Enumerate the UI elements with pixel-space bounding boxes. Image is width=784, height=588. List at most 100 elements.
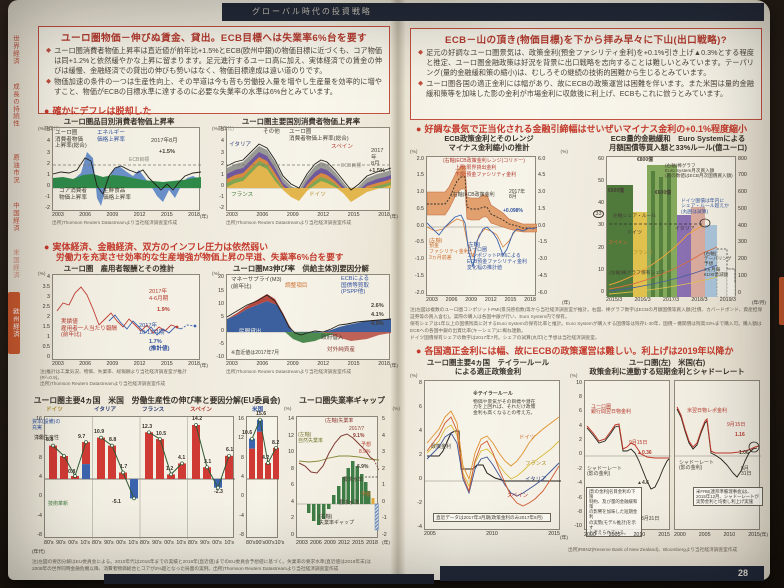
- series-label-france: フランス: [633, 249, 653, 256]
- sidetab-europe-active: 欧州経済: [779, 277, 784, 325]
- bar-value: 4.2: [262, 455, 270, 461]
- left-page-footnote: 注)左図の要因分解はEU委員会による。2010年代は2016年までの実績と201…: [32, 558, 398, 572]
- y-axis: 20 15 10 5 0 -5 -10: [216, 274, 224, 361]
- section-heading: ● 好調な景気で正当化される金融引締幅はせいぜいマイナス金利の+0.1%程度縮小: [416, 122, 747, 135]
- chart-shadow-rates: ユーロ圏(左) 米国(右) 政策金利に連動する短期金利とシャドーレート (%) …: [570, 358, 768, 538]
- compensation-line-chart: [56, 286, 197, 336]
- euro-shadow-rate-chart: [585, 422, 671, 490]
- date-label-end: 8月 31日: [741, 465, 752, 478]
- latest-note: ※直近値は2017年7月: [231, 350, 280, 357]
- bar-value: 15.6: [256, 411, 267, 417]
- corridor-upper-label: 上限:限界貸出金利: [455, 164, 497, 171]
- plot-area: 2017年 4-6月期 1.9% 実績値 雇用者一人当たり報酬 (前年比) 20…: [52, 274, 200, 361]
- us-shadow-rate-chart: [675, 406, 761, 478]
- diamond-bullet-icon: ◆: [46, 77, 52, 85]
- ecb-target-label: ECB目標: [129, 157, 150, 164]
- footnote-line: ドイツ国債保有シェアの数字は2017年7月。シェアの試算(丸印)と予想は当社経済…: [410, 335, 600, 341]
- taylor-rule-lines: [425, 409, 561, 507]
- bar-value: -5.1: [112, 499, 121, 505]
- x-axis: 2005 2010 2015: [424, 530, 560, 537]
- plot-area: ユーロ圏 消費者物価 上昇率(総合) エネルギー 価格上昇率 2017年8月 +…: [52, 127, 201, 212]
- series-label-germany: ドイツ: [309, 192, 326, 199]
- footnote-line: 保有シェアは1年以上の国債残高に対するEuro Systemの保有比率と推計。E…: [410, 321, 762, 334]
- axis-unit: (%): [570, 374, 578, 379]
- chart-title: ユーロ圏 雇用者報酬とその推計: [63, 264, 175, 273]
- sidetab-world-economy: 世界経済: [779, 45, 784, 79]
- date-label-end: 8月31日: [641, 515, 660, 522]
- share-lines-label: (左軸)線グラフ保有シェア: [609, 270, 665, 276]
- section-heading-text: 労働力を充実させ効率的な生産増強が物価上昇の早道、失業率6%台を要す: [56, 252, 344, 262]
- plot-area: (右軸)ECB政策金利レンジ(コリドー) 上限:限界貸出金利 下限:預金ファシリ…: [426, 155, 537, 296]
- series-label-repo: 米翌日物レポ金利: [687, 407, 728, 414]
- sidetab-growth: 成長の持続性: [12, 82, 19, 128]
- x-axis-unit: (年代): [32, 550, 45, 555]
- chart-title: ユーロ圏品目別消費者物価上昇率: [63, 117, 175, 126]
- series-label-energy: エネルギー 価格上昇率: [97, 130, 125, 143]
- sidetab-oil: 原油市況: [12, 154, 19, 184]
- x-axis-decades: 80's 90's 00's 10's: [188, 540, 234, 546]
- sidetab-china: 中国経済: [12, 202, 19, 232]
- date-label: 9月15日: [727, 421, 746, 428]
- y-axis-right: 6.0 4.5 3.0 1.5 0.0 -1.5 -3.0 -4.5 -6.0: [538, 155, 548, 296]
- series-label-m3: マネーサプライ(M3) (前年比): [231, 277, 282, 290]
- series-label-gap: (右軸) 失業率ギャップ: [319, 514, 355, 526]
- bar-value: 8.2: [272, 440, 280, 446]
- panel-label-us: 米国: [252, 407, 264, 413]
- bar-value: 10.6: [242, 430, 253, 436]
- chart-title-line1: ECB政策金利とそのレンジ: [444, 134, 534, 143]
- bar-value: 0.8: [68, 469, 76, 475]
- chart-cpi-by-item: ユーロ圏品目別消費者物価上昇率 (%前年比) 5 4 3 2 1 0 -1 -2 ユーロ圏 消…: [38, 117, 208, 226]
- panel-label-spain: スペイン: [190, 407, 212, 413]
- latest-date-label: 2017年8月: [151, 138, 178, 145]
- value-label-800: €800億: [637, 156, 654, 163]
- cpi-country-stacked-chart: [227, 143, 391, 203]
- footnote-line: 2008年の世界同時金融危機以降、消費者物価総合とコアが2%超となった局面の実例…: [32, 566, 339, 572]
- y-axis-left: 60 50 40 30 20 10 0: [598, 155, 604, 296]
- latest-value-label: +0.098%: [503, 207, 523, 214]
- latest-value-label: +1.5%: [369, 168, 386, 175]
- value-label-1: 1.9%: [157, 307, 170, 314]
- shadow-rate-definition: [影の金利]名目金利の下限 制約、及び量的金融緩和策 の影響を加味した短期金利 …: [586, 486, 642, 538]
- series-label-italy: イタリア: [525, 476, 547, 483]
- y-axis: 10 8 6 4 2 0 -2 -4 -6 -8 -10: [574, 379, 582, 530]
- chart-title: ユーロ圏失業率ギャップ: [299, 396, 385, 405]
- footnote-line: 注)左図の要因分解はEU委員会による。2010年代は2016年までの実績と201…: [32, 559, 371, 564]
- y-axis-left: 2.0 1.5 1.0 0.5 0.0 -0.5 -1.0 -1.5 -2.0: [414, 155, 424, 296]
- x-axis-unit: (年/月): [751, 301, 766, 306]
- axis-unit: (%前年比): [38, 127, 60, 132]
- series-label-shadow: シャドーレート (影の金利): [587, 465, 623, 478]
- right-headline-box: ECB－山の頂き(物価目標)を下から拝み早々に下山(出口戦略)? ◆ 足元の好調な…: [410, 28, 762, 120]
- x-axis-unit: (年): [562, 301, 570, 306]
- chart-m3-decomposition: ユーロ圏M3伸び率 供給主体別要因分解 (%) 20 15 10 5 0 -5 -10 マネ…: [212, 264, 398, 375]
- series-label-private-credit: 民間貸出: [239, 329, 262, 336]
- plot-area-euro: ユーロ圏 銀行間翌日物金利 9月15日 ▲0.36 シャドーレート (影の金利)…: [584, 379, 671, 538]
- sidetab-china: 中国経済: [779, 187, 784, 225]
- panel-label-france: フランス: [142, 407, 165, 413]
- source-note: 出所)Thomson Reuters Datastreamより当社経済調査室作成: [52, 220, 178, 226]
- x-axis-unit: (年): [760, 533, 768, 538]
- value-label-1: 2.6%: [371, 303, 384, 310]
- y-axis-right: 800 700 600 500 400 300 200 100 0: [738, 155, 747, 296]
- series-label-italy: イタリア: [229, 142, 252, 149]
- value-label-2: 1.06: [739, 449, 749, 456]
- section-dot-icon: ●: [416, 124, 422, 134]
- diamond-bullet-icon: ◆: [46, 47, 52, 54]
- chart-unemployment-gap: ユーロ圏失業率ギャップ (%) (%) 14 12 10 8 6 4 2 0: [284, 396, 400, 558]
- plot-area: マネーサプライ(M3) (前年比) 調整項目 ECBによる 国債等買取 (PSP…: [226, 274, 391, 361]
- series-label-unemployment: (左軸)失業率: [325, 418, 354, 424]
- series-label-foreign-assets: 対外純資産: [327, 347, 355, 354]
- series-label-total: ユーロ圏 消費者物価 上昇率(総合): [55, 130, 87, 150]
- unemployment-gap-chart: [297, 433, 379, 531]
- bar-value: 8.8: [109, 437, 117, 443]
- x-axis-decades: 80's 90's 00's 10's: [44, 540, 90, 546]
- value-label-3: 4.9%: [371, 321, 384, 328]
- chart-taylor-rule: ユーロ圏主要4ヵ国 テイラールール による適正政策金利 (%) 8 6 4 2 0 -2-…: [410, 358, 568, 541]
- sidetab-growth: 成長の持続性: [779, 85, 784, 133]
- taylor-note-title: ※テイラールール: [473, 390, 513, 397]
- axis-unit-right: (%): [392, 407, 400, 412]
- value-label-2: 4.1%: [371, 312, 384, 319]
- y-axis: 5 4 3 2 1 0 -1 -2: [219, 127, 224, 212]
- book-spine: [390, 0, 406, 580]
- x-axis-euro: 2000 2005 2010 2015: [584, 532, 670, 538]
- panel-label-italy: イタリア: [94, 407, 117, 413]
